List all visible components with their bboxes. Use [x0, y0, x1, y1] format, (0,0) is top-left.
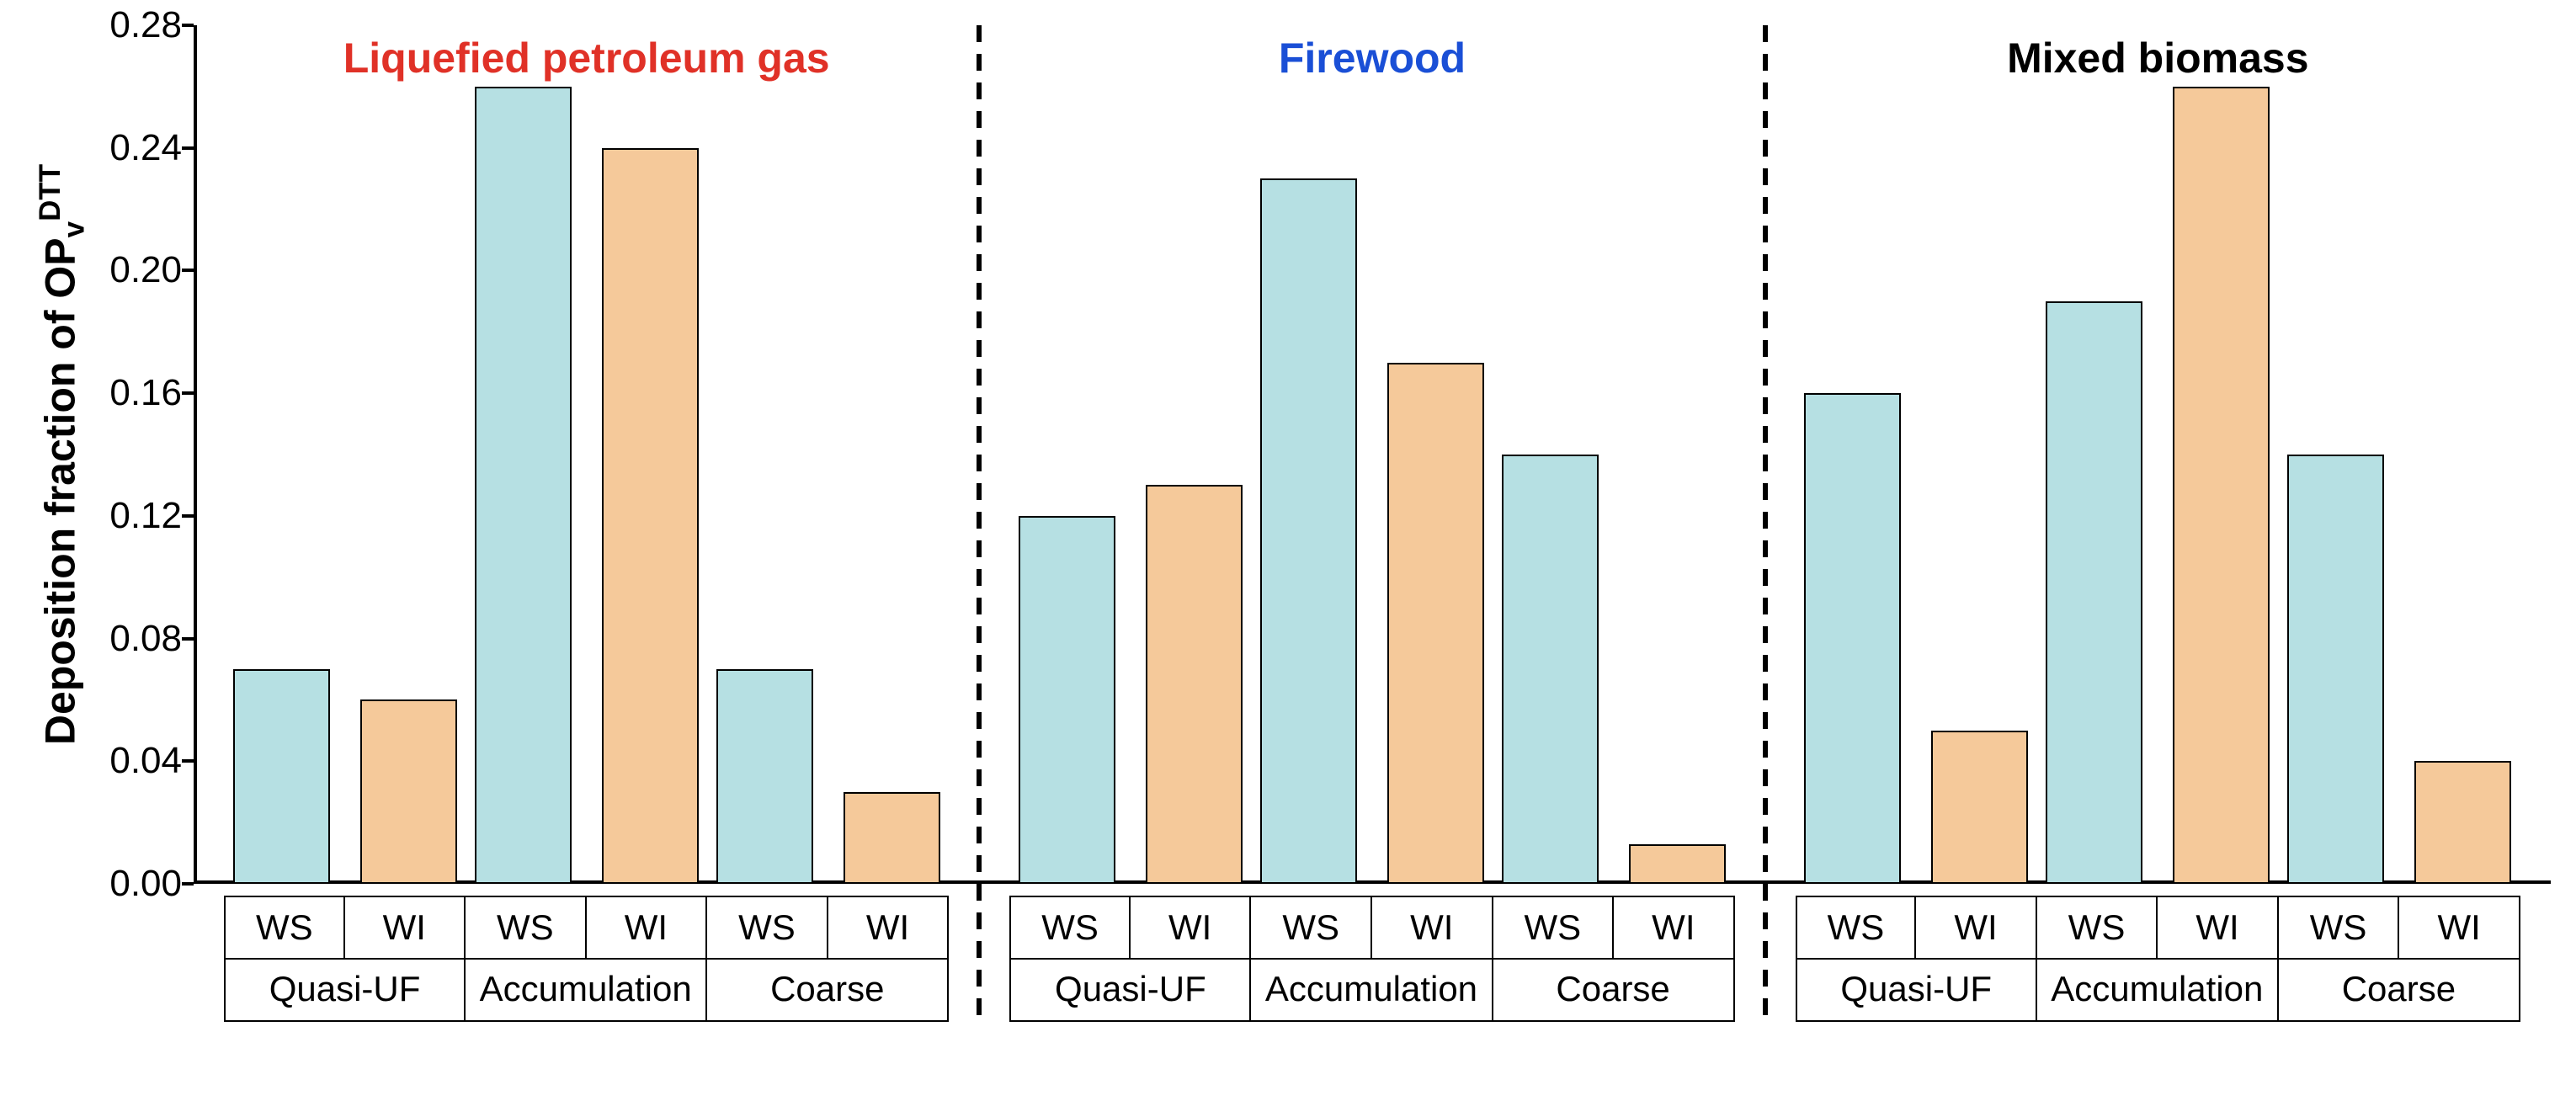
bar	[844, 792, 940, 884]
x-series-cell: WI	[2158, 896, 2279, 960]
y-tick-label: 0.04	[109, 740, 194, 782]
bar	[2414, 761, 2511, 884]
y-tick-label: 0.24	[109, 127, 194, 169]
x-series-cell: WS	[2037, 896, 2158, 960]
y-tick-label: 0.08	[109, 618, 194, 660]
figure: Deposition fraction of OPvDTT 0.000.040.…	[0, 0, 2576, 1101]
x-series-cell: WS	[1796, 896, 1917, 960]
bar	[1019, 516, 1115, 884]
x-group-cell: Accumulation	[466, 958, 707, 1022]
bar	[1629, 844, 1726, 884]
panel: Liquefied petroleum gasWSWIWSWIWSWIQuasi…	[194, 25, 979, 884]
x-series-row: WSWIWSWIWSWI	[224, 896, 949, 960]
bar	[1931, 731, 2028, 884]
x-series-cell: WI	[828, 896, 950, 960]
bar	[475, 87, 572, 884]
y-axis-label: Deposition fraction of OPvDTT	[34, 164, 92, 745]
x-series-cell: WS	[707, 896, 828, 960]
x-series-cell: WI	[587, 896, 708, 960]
panel: Mixed biomassWSWIWSWIWSWIQuasi-UFAccumul…	[1765, 25, 2551, 884]
x-series-cell: WS	[224, 896, 345, 960]
panel-title: Firewood	[1279, 34, 1466, 82]
bar	[1502, 455, 1599, 884]
x-group-row: Quasi-UFAccumulationCoarse	[224, 958, 949, 1022]
bar	[1804, 393, 1901, 884]
bar	[233, 669, 330, 884]
x-group-row: Quasi-UFAccumulationCoarse	[1796, 958, 2520, 1022]
y-tick-label: 0.28	[109, 4, 194, 46]
x-group-row: Quasi-UFAccumulationCoarse	[1009, 958, 1734, 1022]
x-series-cell: WI	[1131, 896, 1252, 960]
x-series-cell: WI	[1916, 896, 2037, 960]
y-tick-label: 0.20	[109, 249, 194, 291]
x-group-cell: Coarse	[2279, 958, 2520, 1022]
plot-area: 0.000.040.080.120.160.200.240.28Liquefie…	[194, 25, 2551, 884]
x-group-cell: Coarse	[1493, 958, 1735, 1022]
x-group-cell: Quasi-UF	[1009, 958, 1251, 1022]
x-series-row: WSWIWSWIWSWI	[1009, 896, 1734, 960]
y-axis-label-sup: DTT	[34, 164, 67, 221]
y-axis-label-prefix: Deposition fraction of OP	[37, 237, 84, 745]
x-series-cell: WI	[1614, 896, 1735, 960]
bar	[602, 148, 699, 884]
x-series-cell: WS	[1493, 896, 1615, 960]
panel: FirewoodWSWIWSWIWSWIQuasi-UFAccumulation…	[979, 25, 1764, 884]
x-series-cell: WS	[466, 896, 587, 960]
panel-title: Liquefied petroleum gas	[343, 34, 830, 82]
x-group-cell: Quasi-UF	[224, 958, 466, 1022]
x-group-cell: Coarse	[707, 958, 949, 1022]
x-series-row: WSWIWSWIWSWI	[1796, 896, 2520, 960]
bar	[716, 669, 813, 884]
y-tick-label: 0.16	[109, 372, 194, 414]
x-group-cell: Accumulation	[1251, 958, 1493, 1022]
bar	[2046, 301, 2142, 884]
y-axis-label-sub: v	[58, 221, 91, 237]
x-series-cell: WI	[2399, 896, 2520, 960]
y-tick-label: 0.12	[109, 495, 194, 537]
bar	[1146, 485, 1243, 884]
x-series-cell: WI	[1372, 896, 1493, 960]
bar	[2173, 87, 2270, 884]
x-series-cell: WS	[1251, 896, 1372, 960]
x-group-cell: Accumulation	[2037, 958, 2279, 1022]
x-series-cell: WI	[345, 896, 466, 960]
x-series-cell: WS	[1009, 896, 1131, 960]
y-tick-label: 0.00	[109, 863, 194, 905]
x-series-cell: WS	[2279, 896, 2400, 960]
bar	[1260, 178, 1357, 884]
bar	[2287, 455, 2384, 884]
bar	[1387, 363, 1484, 884]
bar	[360, 699, 457, 884]
panel-title: Mixed biomass	[2007, 34, 2308, 82]
x-group-cell: Quasi-UF	[1796, 958, 2037, 1022]
